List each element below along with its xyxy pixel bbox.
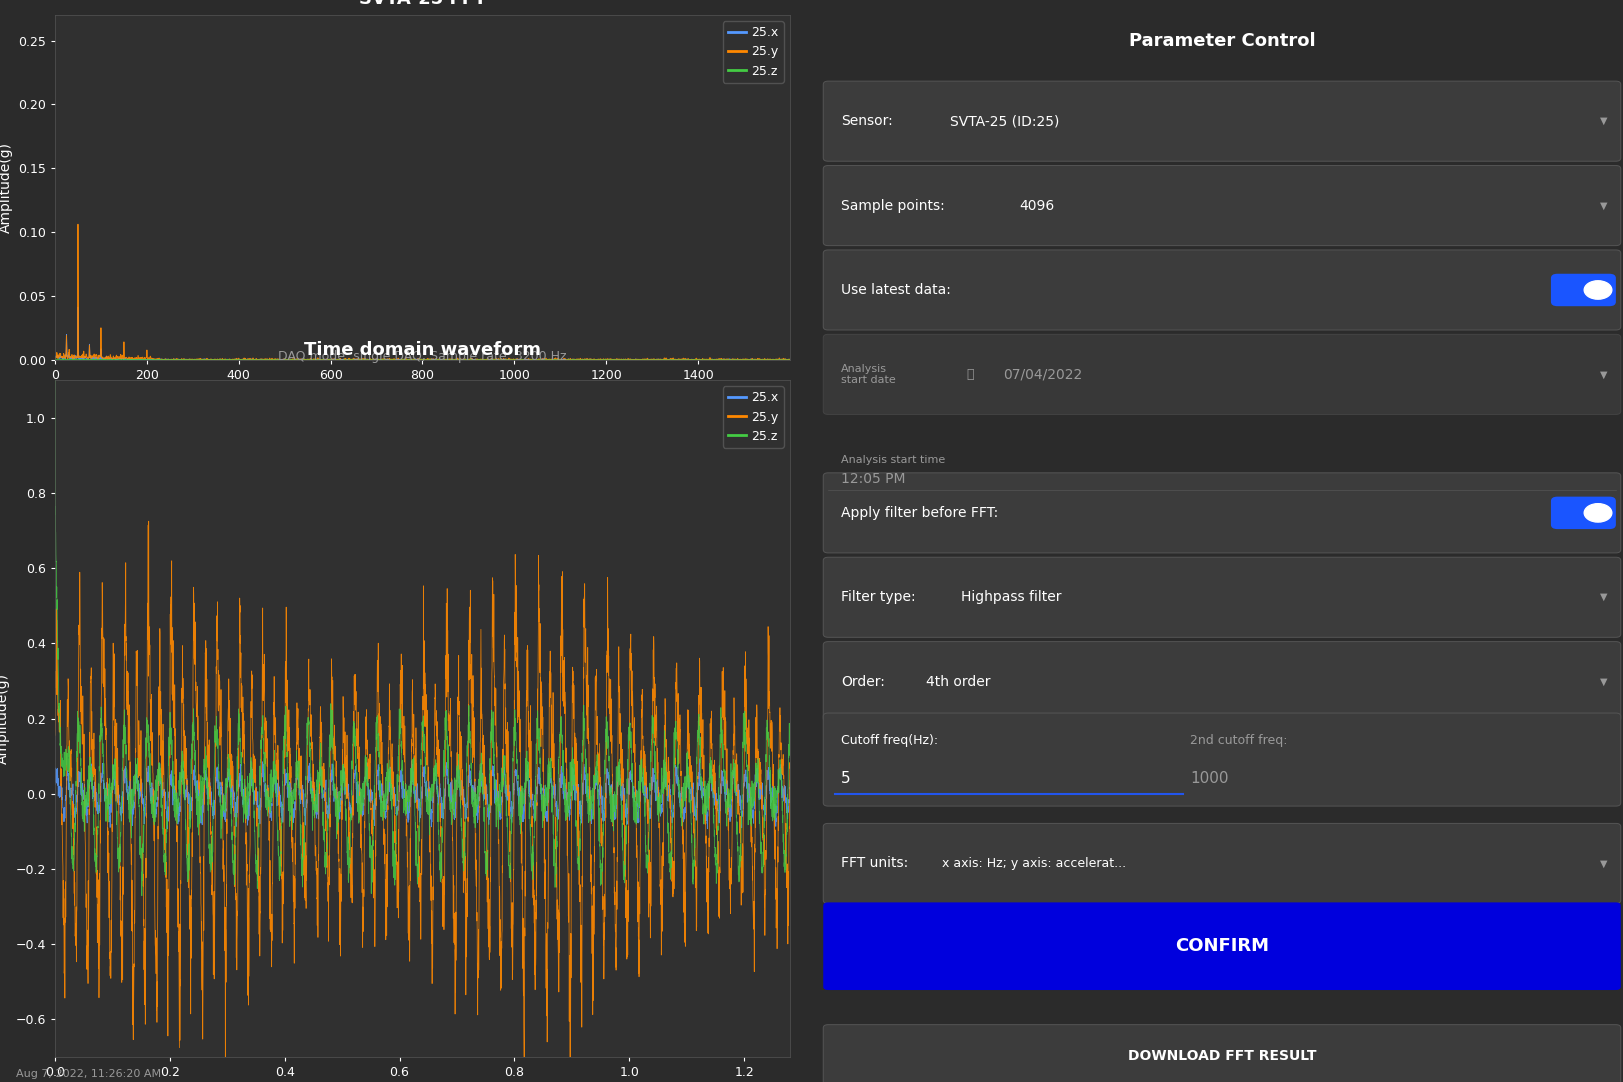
Text: Apply filter before FFT:: Apply filter before FFT: [841,506,998,519]
Text: 2nd cutoff freq:: 2nd cutoff freq: [1190,734,1287,747]
Text: ▼: ▼ [1599,369,1607,380]
Text: Analysis start time: Analysis start time [841,454,945,465]
Text: ▼: ▼ [1599,858,1607,869]
Text: 4096: 4096 [1019,199,1055,212]
Text: Filter type:: Filter type: [841,591,915,604]
Text: 1000: 1000 [1190,771,1229,787]
Title: Time domain waveform: Time domain waveform [304,341,540,359]
Y-axis label: Amplitude(g): Amplitude(g) [0,673,10,764]
Text: Analysis
start date: Analysis start date [841,364,896,385]
Text: CONFIRM: CONFIRM [1175,937,1268,955]
Text: Use latest data:: Use latest data: [841,283,951,296]
Text: 07/04/2022: 07/04/2022 [1003,368,1083,381]
Text: DAQ mode: single DAQ; Sample rate: 3200 Hz: DAQ mode: single DAQ; Sample rate: 3200 … [278,351,566,364]
Text: 12:05 PM: 12:05 PM [841,473,906,486]
Text: Sample points:: Sample points: [841,199,945,212]
Text: 5: 5 [841,771,850,787]
Text: Highpass filter: Highpass filter [961,591,1061,604]
Text: ▼: ▼ [1599,592,1607,603]
Text: SVTA-25 (ID:25): SVTA-25 (ID:25) [949,115,1058,128]
Text: DOWNLOAD FFT RESULT: DOWNLOAD FFT RESULT [1126,1050,1315,1063]
Text: ▼: ▼ [1599,200,1607,211]
Text: Aug 7, 2022, 11:26:20 AM: Aug 7, 2022, 11:26:20 AM [16,1069,161,1079]
Text: Sensor:: Sensor: [841,115,893,128]
X-axis label: Frequency(Hz): Frequency(Hz) [372,387,472,401]
Legend: 25.x, 25.y, 25.z: 25.x, 25.y, 25.z [722,22,784,82]
Text: FFT units:: FFT units: [841,857,907,870]
Text: ▼: ▼ [1599,116,1607,127]
Text: ▼: ▼ [1599,676,1607,687]
Text: 4th order: 4th order [925,675,990,688]
Text: 🗓: 🗓 [966,368,974,381]
Legend: 25.x, 25.y, 25.z: 25.x, 25.y, 25.z [722,386,784,448]
Text: Cutoff freq(Hz):: Cutoff freq(Hz): [841,734,938,747]
Text: x axis: Hz; y axis: accelerat...: x axis: Hz; y axis: accelerat... [941,857,1125,870]
Y-axis label: Amplitude(g): Amplitude(g) [0,142,13,233]
Text: Parameter Control: Parameter Control [1128,32,1315,50]
Text: Order:: Order: [841,675,885,688]
Title: SVTA-25 FFT: SVTA-25 FFT [359,0,485,8]
